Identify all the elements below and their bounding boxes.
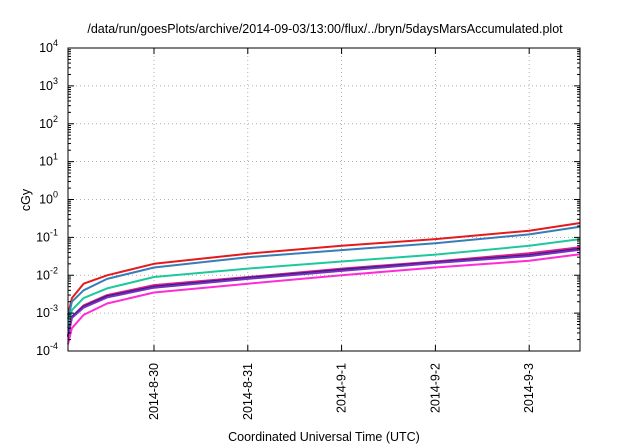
x-tick-label: 2014-8-30 [147,363,161,420]
series-line-7 [67,253,581,345]
x-axis-label: Coordinated Universal Time (UTC) [228,430,420,444]
y-tick-label: 10-3 [36,303,58,320]
grid [68,48,580,351]
y-tick-label: 100 [39,190,58,207]
series-line-2 [67,225,581,320]
y-tick-label: 103 [39,76,58,93]
x-tick-label: 2014-8-31 [241,363,255,420]
series-line-3 [67,238,581,329]
y-tick-label: 10-4 [36,341,58,358]
y-tick-label: 10-2 [36,265,58,282]
x-tick-label: 2014-9-1 [335,363,349,413]
x-tick-label: 2014-9-3 [522,363,536,413]
axis-ticks: 10-4 10-3 10-2 10-1 100 101 102 103 104 2014-8-30… [36,38,580,420]
series-line-6 [67,248,581,338]
chart-title: /data/run/goesPlots/archive/2014-09-03/1… [87,22,563,36]
series-layer [67,222,581,345]
y-tick-label: 104 [39,38,58,55]
y-tick-label: 10-1 [36,227,58,244]
y-tick-label: 102 [39,114,58,131]
y-axis-label: cGy [19,188,33,211]
series-line-1 [67,222,581,316]
y-tick-label: 101 [39,152,58,169]
series-line-4 [67,246,581,337]
x-tick-label: 2014-9-2 [428,363,442,413]
